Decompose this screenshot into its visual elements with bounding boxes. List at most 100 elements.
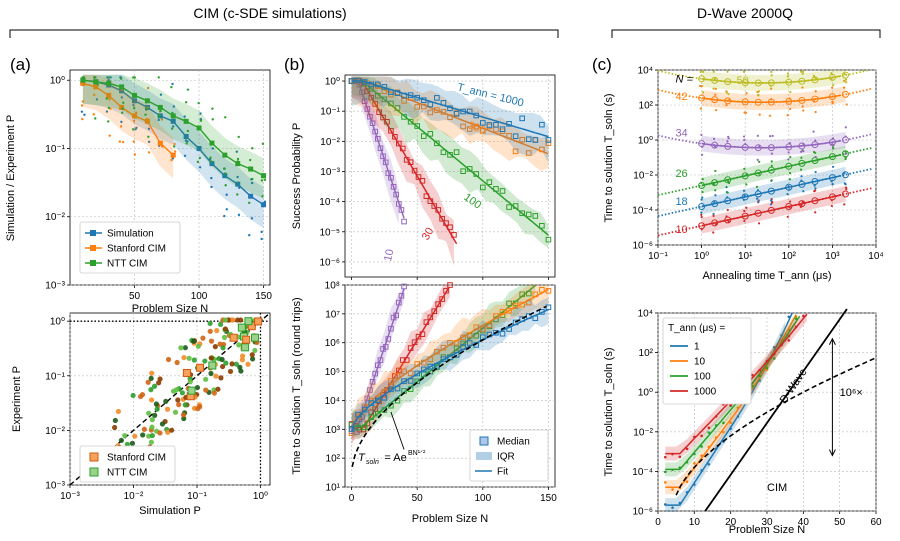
series-marker — [119, 84, 125, 90]
y-tick-label: 10⁻⁴ — [632, 206, 653, 217]
series-marker — [196, 145, 202, 151]
scatter-point — [182, 345, 188, 351]
data-dot — [770, 74, 773, 77]
data-dot — [712, 87, 715, 90]
median-marker — [519, 316, 525, 322]
median-marker — [420, 103, 427, 110]
data-dot — [146, 107, 149, 111]
median-marker — [187, 386, 196, 395]
median-marker — [447, 340, 453, 346]
scatter-point — [233, 361, 239, 367]
median-marker — [539, 309, 545, 315]
scatter-point — [148, 439, 154, 445]
data-dot — [250, 181, 254, 185]
data-dot — [758, 113, 761, 116]
data-dot — [157, 118, 160, 122]
median-marker — [355, 424, 361, 431]
data-dot — [786, 192, 789, 196]
scatter-point — [208, 370, 214, 377]
median-marker — [499, 330, 506, 337]
x-tick-label: 10² — [782, 251, 797, 262]
median-marker — [525, 136, 532, 143]
data-dot — [83, 113, 86, 116]
median-marker — [398, 207, 405, 213]
data-dot — [770, 164, 773, 167]
median-marker — [427, 363, 434, 370]
data-dot — [787, 158, 790, 161]
data-dot — [845, 81, 848, 84]
median-marker — [427, 131, 434, 137]
data-dot — [770, 199, 773, 202]
median-marker — [367, 387, 373, 393]
median-marker — [375, 81, 381, 88]
median-marker — [785, 162, 793, 170]
data-dot — [236, 193, 239, 196]
data-dot — [788, 97, 791, 100]
data-dot — [700, 454, 703, 457]
data-dot — [236, 175, 239, 179]
median-marker — [539, 222, 545, 229]
legend-band — [476, 452, 492, 460]
data-dot — [714, 189, 717, 192]
scatter-point — [203, 376, 209, 382]
data-dot — [260, 179, 264, 182]
data-dot — [780, 343, 783, 347]
median-marker — [741, 79, 749, 87]
median-marker — [196, 363, 205, 372]
data-dot — [196, 160, 200, 164]
median-marker — [545, 140, 552, 147]
median-marker — [440, 100, 447, 106]
data-dot — [663, 470, 667, 474]
median-marker — [532, 137, 539, 143]
median-marker — [420, 359, 427, 366]
scatter-point — [149, 417, 155, 423]
data-dot — [700, 211, 703, 214]
data-dot — [770, 98, 773, 101]
median-marker — [443, 287, 449, 294]
median-marker — [711, 200, 719, 208]
data-dot — [107, 120, 110, 123]
y-tick-label: 10⁰ — [638, 136, 653, 147]
x-tick-label: 100 — [474, 493, 491, 504]
median-marker — [512, 303, 519, 309]
scatter-point — [236, 342, 242, 348]
scatter-point — [129, 440, 136, 446]
data-dot — [712, 212, 715, 216]
median-marker — [525, 211, 532, 218]
scatter-point — [218, 321, 224, 328]
median-marker — [241, 343, 250, 352]
legend-box — [662, 317, 752, 405]
data-dot — [845, 103, 848, 106]
median-marker — [415, 174, 422, 180]
scatter-point — [208, 338, 215, 344]
median-marker — [767, 187, 775, 195]
median-marker — [811, 177, 819, 185]
median-marker — [434, 348, 440, 355]
data-dot — [700, 181, 703, 184]
median-marker — [512, 133, 519, 140]
data-dot — [172, 105, 176, 108]
median-marker — [440, 356, 447, 362]
y-tick-label: 10⁰ — [638, 388, 653, 399]
scatter-point — [195, 406, 201, 412]
data-dot — [209, 156, 212, 159]
scatter-point — [222, 326, 229, 332]
median-marker — [539, 121, 545, 128]
fit-annotation-sub: soln — [366, 459, 379, 466]
scatter-point — [219, 356, 225, 363]
median-marker — [767, 206, 775, 214]
series-marker — [261, 202, 267, 208]
series-label: 26 — [675, 168, 687, 180]
median-marker — [499, 126, 506, 133]
y-tick-label: 10⁻⁶ — [632, 507, 653, 518]
median-marker — [754, 209, 762, 217]
x-tick-label: 0 — [349, 493, 355, 504]
median-marker — [841, 190, 849, 198]
data-dot — [831, 137, 835, 140]
median-marker — [407, 92, 414, 98]
data-dot — [712, 70, 715, 73]
scatter-point — [164, 406, 171, 412]
median-marker — [396, 201, 402, 207]
scatter-point — [181, 354, 187, 361]
